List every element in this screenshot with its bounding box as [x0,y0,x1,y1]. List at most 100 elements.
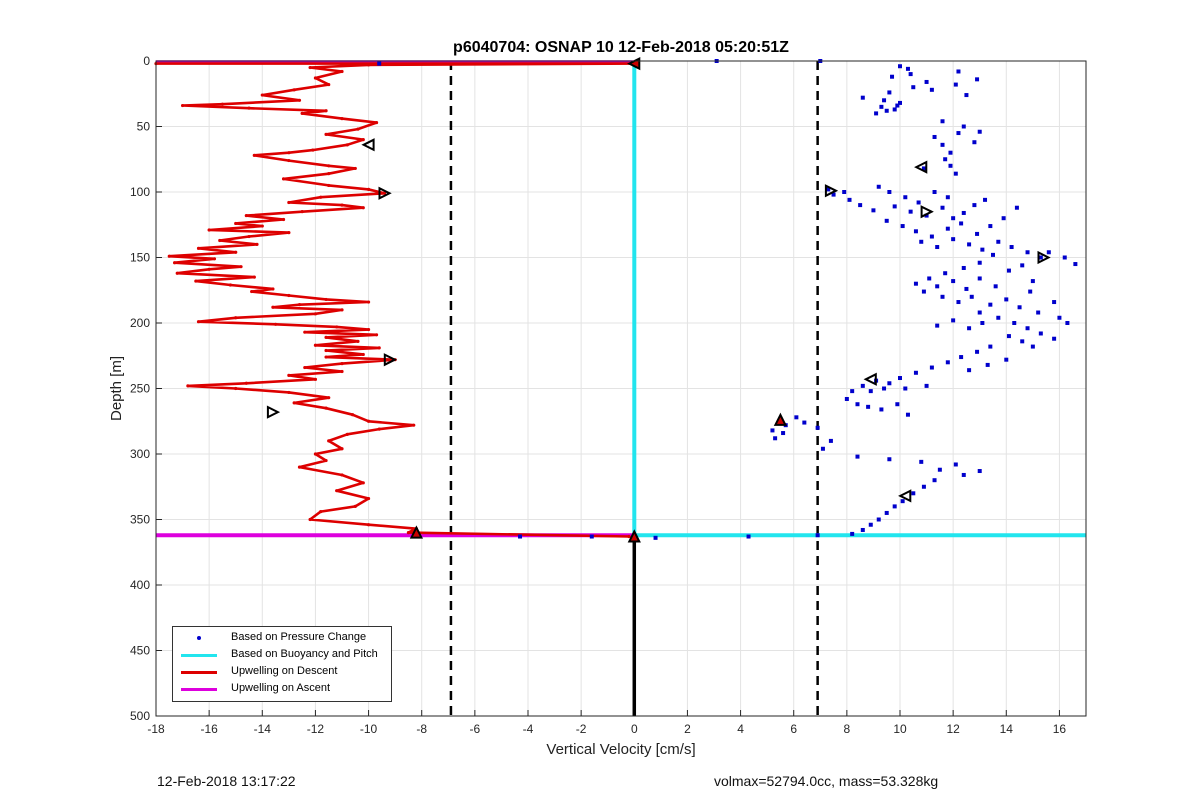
descent-point [340,117,344,121]
x-tick-label: 10 [893,722,907,736]
pressure-point [943,271,948,276]
descent-point [244,213,248,218]
descent-point [287,293,291,298]
pressure-point [911,491,916,496]
y-tick-label: 200 [130,316,150,330]
pressure-point [945,360,950,365]
descent-point [327,396,331,400]
pressure-point [1062,255,1067,260]
triangle-marker [378,186,392,200]
descent-point [345,432,349,436]
pressure-point [898,100,902,105]
descent-point [244,381,248,385]
pressure-point [945,195,950,200]
descent-point [324,406,328,410]
x-tick-label: 16 [1053,722,1067,736]
pressure-point [953,462,958,467]
pressure-point [892,107,897,112]
pressure-point [1065,321,1070,325]
descent-point [324,348,328,353]
descent-point [361,138,365,142]
descent-point [382,191,387,195]
pressure-point [850,389,855,394]
triangle-marker [824,184,839,198]
pressure-point [929,234,934,239]
descent-point [287,158,291,163]
y-tick-label: 0 [143,54,150,68]
pressure-point [377,61,382,66]
pressure-point [977,129,982,134]
descent-point [319,510,323,514]
x-tick-label: -6 [470,722,481,736]
pressure-point [1028,289,1033,294]
pressure-point [826,187,831,192]
descent-point [194,279,198,283]
pressure-point [908,209,913,214]
descent-point [324,109,328,113]
descent-point [340,447,344,451]
descent-point [335,325,339,329]
descent-point [319,195,323,199]
triangle-marker [914,160,928,174]
y-tick-label: 450 [130,644,150,658]
pressure-point [969,294,974,299]
pressure-point [589,534,594,539]
y-tick-label: 50 [137,120,151,134]
descent-point [303,330,307,334]
x-tick-label: 14 [1000,722,1014,736]
pressure-point [991,252,995,257]
descent-point [366,300,371,304]
legend-label-pressure: Based on Pressure Change [231,631,367,643]
descent-point [366,523,371,527]
descent-point [356,127,360,131]
pressure-point [921,289,926,294]
pressure-point [927,276,932,281]
descent-point [297,303,302,307]
pressure-point [921,484,926,489]
triangle-marker [773,412,788,426]
pressure-point [828,438,833,443]
descent-point [207,228,211,232]
pressure-point [1017,305,1022,310]
triangle-marker [266,405,281,419]
pressure-point [1020,339,1025,344]
descent-point [313,343,318,347]
chart-legend: Based on Pressure Change Based on Buoyan… [172,626,392,702]
triangle-marker-layer [266,56,1051,543]
descent-point [297,98,302,102]
descent-point [180,103,185,108]
x-axis-label: Vertical Velocity [cm/s] [546,741,695,758]
pressure-point [868,389,873,394]
pressure-point [913,229,918,234]
pressure-point [948,163,953,168]
descent-point [324,355,328,359]
legend-item-pressure: Based on Pressure Change [173,629,391,646]
descent-point [260,224,264,228]
pressure-point [932,478,937,483]
descent-point [374,120,379,125]
legend-label-buoyancy: Based on Buoyancy and Pitch [231,648,378,660]
pressure-point [1001,216,1006,221]
pressure-point [860,383,865,388]
descent-point [287,231,291,235]
pressure-point [860,527,865,532]
legend-item-descent: Upwelling on Descent [173,663,391,680]
descent-point [327,439,331,443]
descent-point [250,289,254,294]
legend-item-ascent: Upwelling on Ascent [173,680,391,697]
pressure-point [876,184,881,189]
pressure-point [1038,331,1043,336]
y-tick-label: 250 [130,382,150,396]
descent-point [313,377,318,381]
descent-point [361,352,365,357]
pressure-point [855,402,860,407]
descent-point [340,369,344,374]
x-tick-label: 2 [684,722,691,736]
chart-title: p6040704: OSNAP 10 12-Feb-2018 05:20:51Z [453,39,789,56]
pressure-point [967,368,972,373]
legend-marker-pressure [197,636,201,640]
pressure-point [929,365,934,370]
descent-point [374,333,379,337]
pressure-point [1052,336,1057,341]
